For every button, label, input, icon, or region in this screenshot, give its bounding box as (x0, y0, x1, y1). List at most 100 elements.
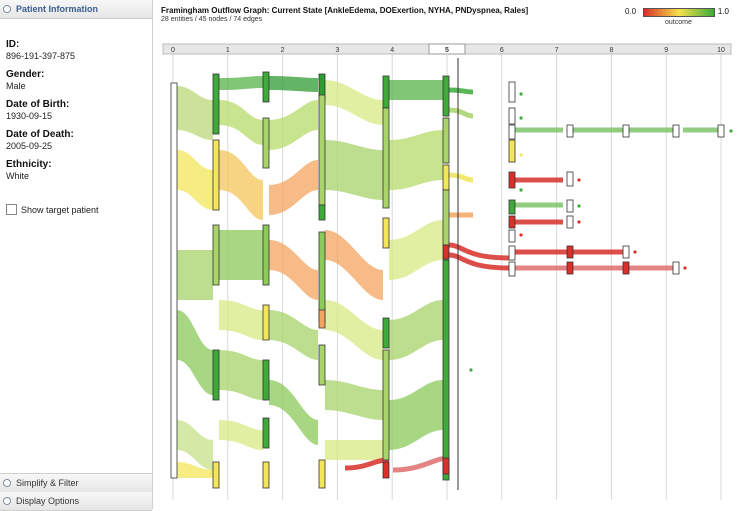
flow-band (389, 300, 443, 360)
expand-circle-icon[interactable] (3, 497, 11, 505)
node (508, 81, 516, 103)
step-label[interactable]: 10 (717, 47, 725, 54)
node (508, 245, 516, 261)
flow-band (219, 76, 263, 90)
node (170, 82, 178, 479)
step-label[interactable]: 3 (335, 47, 339, 54)
outcome-gradient-bar (643, 8, 715, 17)
simplify-filter-header[interactable]: Simplify & Filter (0, 473, 152, 493)
flow-band (219, 150, 263, 220)
node (262, 461, 270, 489)
outcome-dot (519, 116, 523, 120)
graph-subtitle: 28 entities / 45 nodes / 74 edges (161, 16, 263, 23)
outcome-dot (683, 266, 687, 270)
step-label[interactable]: 0 (171, 47, 175, 54)
field-id: ID: 896-191-397-875 (6, 39, 76, 61)
node (442, 259, 450, 481)
node (622, 245, 630, 259)
flow-band (269, 240, 318, 300)
flow-band (219, 230, 263, 280)
step-label[interactable]: 5 (445, 47, 449, 54)
flow-band (219, 100, 263, 145)
node (212, 461, 220, 489)
timeline-ruler[interactable]: 0 1 2 3 4 5 6 7 8 9 10 (162, 43, 732, 55)
node (262, 417, 270, 449)
node (566, 199, 574, 213)
outcome-dot (469, 368, 473, 372)
sidebar: Patient Information ID: 896-191-397-875 … (0, 0, 153, 511)
node (382, 217, 390, 249)
node (442, 117, 450, 164)
field-date-of-birth: Date of Birth: 1930-09-15 (6, 99, 70, 121)
flow-band (389, 380, 443, 450)
node (622, 124, 630, 138)
node (566, 124, 574, 138)
node (382, 317, 390, 349)
step-label[interactable]: 6 (500, 47, 504, 54)
outcome-dot (519, 92, 523, 96)
outcome-dot (577, 220, 581, 224)
node (262, 304, 270, 341)
node (262, 224, 270, 286)
field-date-of-death: Date of Death: 2005-09-25 (6, 129, 74, 151)
outcome-dot (729, 129, 733, 133)
flow-band (389, 220, 443, 280)
node (717, 124, 725, 138)
node (508, 139, 516, 163)
collapse-circle-icon[interactable] (3, 5, 11, 13)
checkbox-box[interactable] (6, 204, 17, 215)
node (212, 349, 220, 401)
outcome-dot (633, 250, 637, 254)
flow-band (325, 300, 383, 360)
flow-band (177, 462, 213, 478)
step-label[interactable]: 4 (390, 47, 394, 54)
outflow-graph-area: Framingham Outflow Graph: Current State … (153, 0, 741, 509)
flow-line (448, 172, 474, 183)
node (508, 215, 516, 229)
node (212, 224, 220, 286)
simplify-filter-panel[interactable]: Simplify & Filter (0, 473, 152, 493)
display-options-header[interactable]: Display Options (0, 492, 152, 511)
node (212, 139, 220, 211)
node (442, 189, 450, 246)
node (508, 124, 516, 140)
flow-line (344, 457, 390, 471)
show-target-patient-checkbox[interactable]: Show target patient (6, 204, 99, 215)
outcome-dot (519, 233, 523, 237)
node (672, 261, 680, 275)
node (442, 75, 450, 117)
outcome-legend: 0.0 1.0 outcome (625, 7, 729, 26)
flow-band (269, 100, 318, 150)
flow-band (269, 160, 318, 215)
outcome-dot (519, 153, 523, 157)
flow-band (219, 350, 263, 400)
patient-information-header[interactable]: Patient Information (0, 0, 152, 19)
flow-band (325, 80, 383, 125)
flow-band (219, 300, 263, 340)
node (566, 215, 574, 229)
step-label[interactable]: 1 (226, 47, 230, 54)
display-options-panel[interactable]: Display Options (0, 492, 152, 511)
node (318, 459, 326, 489)
graph-nodes[interactable] (170, 71, 725, 489)
node (442, 244, 450, 260)
flow-band (269, 380, 318, 445)
flow-line (448, 87, 474, 95)
node (318, 94, 326, 206)
flow-band (219, 420, 263, 450)
flow-band (325, 140, 383, 200)
flow-band (177, 310, 213, 395)
step-label[interactable]: 2 (281, 47, 285, 54)
step-label[interactable]: 9 (664, 47, 668, 54)
outflow-graph-canvas[interactable]: 0 1 2 3 4 5 6 7 8 9 10 (153, 0, 741, 509)
node (508, 171, 516, 189)
step-label[interactable]: 8 (609, 47, 613, 54)
node (442, 457, 450, 475)
step-label[interactable]: 7 (555, 47, 559, 54)
flow-band (325, 440, 383, 460)
flow-line (392, 455, 450, 473)
field-ethnicity: Ethnicity: White (6, 159, 52, 181)
expand-circle-icon[interactable] (3, 479, 11, 487)
node (262, 117, 270, 169)
outcome-dot (577, 178, 581, 182)
